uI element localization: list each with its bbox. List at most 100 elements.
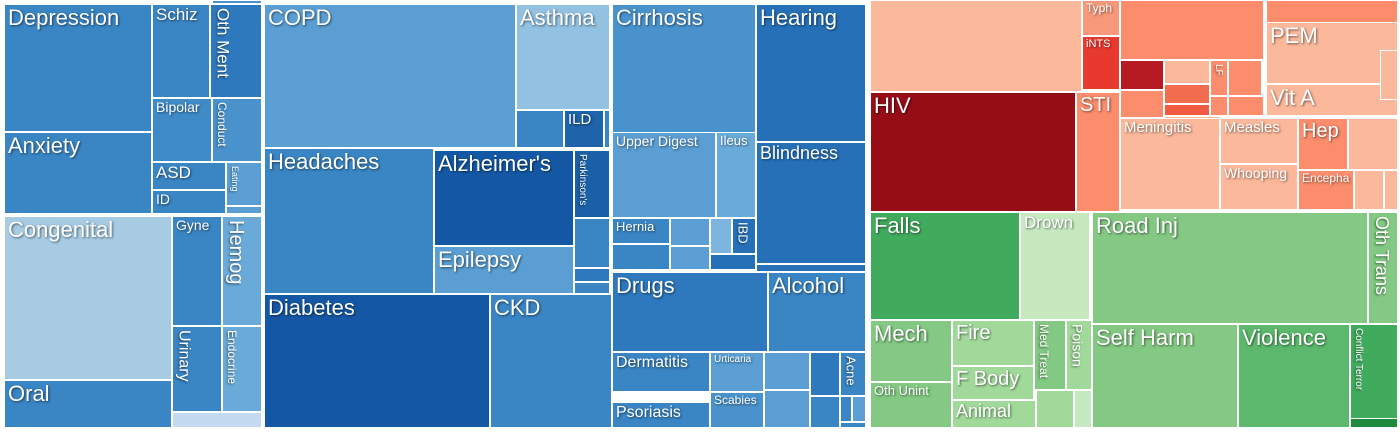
treemap-cell-cell-41 xyxy=(612,244,670,270)
treemap-label-measles: Measles xyxy=(1224,119,1280,136)
treemap-label-endocrine: Endocrine xyxy=(225,330,240,385)
treemap-cell-cell-43 xyxy=(710,254,756,270)
treemap-label-dermatitis: Dermatitis xyxy=(616,354,689,371)
treemap-cell-cell-71 xyxy=(1266,0,1398,24)
treemap-cell-hiv: HIV xyxy=(870,92,1076,212)
treemap-cell-cell-28 xyxy=(574,268,610,282)
treemap-label-encepha: Encepha xyxy=(1302,171,1350,185)
treemap-cell-whooping: Whooping xyxy=(1220,164,1298,210)
treemap-label-med-treat: Med Treat xyxy=(1037,324,1052,379)
treemap-label-hep: Hep xyxy=(1302,120,1339,142)
treemap-cell-hep: Hep xyxy=(1298,118,1348,170)
treemap-cell-asd: ASD xyxy=(152,162,226,190)
treemap-label-drugs: Drugs xyxy=(616,273,675,298)
treemap-cell-oth-unint: Oth Unint xyxy=(870,382,952,428)
treemap-cell-cell-68 xyxy=(1164,104,1210,116)
treemap-label-depression: Depression xyxy=(8,5,120,30)
treemap-cell-cell-57 xyxy=(852,396,866,422)
treemap-cell-cell-74 xyxy=(1380,50,1398,100)
treemap-cell-dermatitis: Dermatitis xyxy=(612,352,710,392)
treemap-cell-cell-3 xyxy=(212,0,262,4)
treemap-label-hernia: Hernia xyxy=(616,219,655,234)
treemap-cell-psoriasis: Psoriasis xyxy=(612,402,710,428)
treemap-cell-depression: Depression xyxy=(4,4,152,132)
treemap-cell-cell-103 xyxy=(1350,418,1398,428)
treemap-cell-cell-29 xyxy=(574,282,610,294)
treemap-cell-cirrhosis: Cirrhosis xyxy=(612,4,756,134)
treemap-cell-scabies: Scabies xyxy=(710,392,764,428)
treemap-label-upper-digest: Upper Digest xyxy=(616,133,698,149)
treemap-label-falls: Falls xyxy=(874,213,921,238)
treemap-cell-cell-86 xyxy=(1384,170,1398,210)
treemap-cell-violence: Violence xyxy=(1238,324,1350,428)
treemap-cell-ileus: Ileus xyxy=(716,132,756,218)
treemap-cell-urinary: Urinary xyxy=(172,326,222,412)
treemap-cell-upper-digest: Upper Digest xyxy=(612,132,716,218)
treemap-cell-alcohol: Alcohol xyxy=(768,272,866,352)
treemap-label-urticaria: Urticaria xyxy=(714,354,752,365)
treemap-label-ibd: IBD xyxy=(735,222,751,244)
treemap-label-blindness: Blindness xyxy=(760,143,839,163)
treemap-cell-cell-67 xyxy=(1228,60,1262,96)
treemap-cell-cell-50 xyxy=(810,352,840,396)
treemap-label-copd: COPD xyxy=(268,5,332,30)
treemap-cell-cell-44 xyxy=(756,264,866,272)
treemap-label-acne: Acne xyxy=(843,356,859,386)
treemap-cell-cell-69 xyxy=(1210,96,1228,116)
treemap-cell-schiz: Schiz xyxy=(152,4,210,98)
treemap-cell-oth-trans: Oth Trans xyxy=(1368,212,1398,324)
treemap-cell-lf: LF xyxy=(1210,60,1228,96)
treemap-label-sti: STI xyxy=(1080,94,1112,116)
treemap-cell-drugs: Drugs xyxy=(612,272,768,352)
treemap-label-gyne: Gyne xyxy=(176,217,210,233)
treemap-cell-med-treat: Med Treat xyxy=(1034,320,1066,390)
treemap-label-poison: Poison xyxy=(1069,324,1086,367)
treemap-cell-parkinson-s: Parkinson's xyxy=(574,150,610,218)
treemap-label-diabetes: Diabetes xyxy=(268,295,355,320)
treemap-cell-asthma: Asthma xyxy=(516,4,610,110)
treemap-cell-cell-42 xyxy=(670,246,710,270)
treemap-label-eating: Eating xyxy=(229,166,240,192)
treemap-label-oth-ment: Oth Ment xyxy=(213,8,233,78)
treemap-cell-endocrine: Endocrine xyxy=(222,326,262,412)
treemap-cell-cell-53 xyxy=(764,390,810,428)
treemap-label-headaches: Headaches xyxy=(268,149,380,174)
treemap-label-parkinson-s: Parkinson's xyxy=(577,154,588,206)
treemap-label-fire: Fire xyxy=(956,322,991,344)
treemap-label-vit-a: Vit A xyxy=(1270,85,1315,110)
treemap-cell-cell-55 xyxy=(810,396,840,428)
treemap-cell-cell-59 xyxy=(870,0,1082,92)
treemap-cell-falls: Falls xyxy=(870,212,1020,320)
treemap-cell-cell-10 xyxy=(226,206,262,214)
treemap-cell-ibd: IBD xyxy=(732,218,756,254)
treemap-label-psoriasis: Psoriasis xyxy=(616,404,681,421)
treemap-label-cirrhosis: Cirrhosis xyxy=(616,5,703,30)
treemap-label-f-body: F Body xyxy=(956,368,1020,390)
treemap-cell-encepha: Encepha xyxy=(1298,170,1354,210)
treemap-cell-cell-62 xyxy=(1120,0,1264,60)
treemap-cell-hearing: Hearing xyxy=(756,4,866,142)
treemap-cell-cell-85 xyxy=(1354,170,1384,210)
treemap-label-hiv: HIV xyxy=(874,93,911,118)
treemap-label-alzheimer-s: Alzheimer's xyxy=(438,151,552,176)
treemap-cell-cell-20 xyxy=(516,110,564,148)
treemap-label-schiz: Schiz xyxy=(156,5,198,24)
treemap-cell-diabetes: Diabetes xyxy=(264,294,490,428)
treemap-label-meningitis: Meningitis xyxy=(1124,119,1192,136)
treemap-cell-copd: COPD xyxy=(264,4,516,148)
treemap-label-urinary: Urinary xyxy=(175,330,193,382)
treemap-cell-sti: STI xyxy=(1076,92,1120,212)
treemap-cell-hernia: Hernia xyxy=(612,218,670,244)
treemap-label-whooping: Whooping xyxy=(1224,165,1288,181)
treemap-cell-cell-27 xyxy=(574,218,610,268)
treemap-cell-vit-a: Vit A xyxy=(1266,84,1398,116)
treemap-label-ild: ILD xyxy=(568,111,592,128)
treemap-cell-ckd: CKD xyxy=(490,294,612,428)
treemap-cell-cell-99 xyxy=(1074,390,1092,428)
treemap-label-congenital: Congenital xyxy=(8,217,114,242)
treemap-cell-cell-58 xyxy=(840,422,866,428)
treemap-label-bipolar: Bipolar xyxy=(156,99,200,115)
treemap-cell-urticaria: Urticaria xyxy=(710,352,764,392)
treemap-cell-cell-22 xyxy=(604,110,610,148)
